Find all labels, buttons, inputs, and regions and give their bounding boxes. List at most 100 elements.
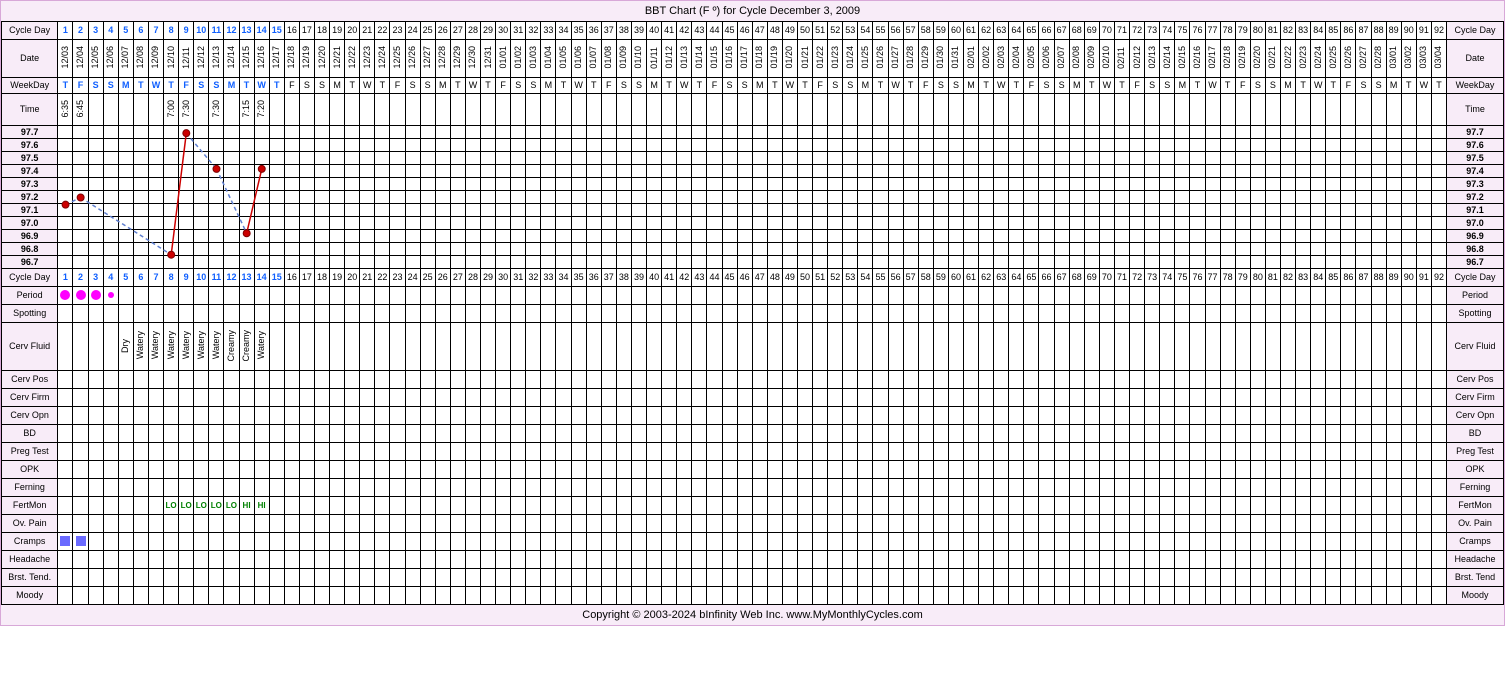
cerv-pos-cell bbox=[1024, 371, 1039, 389]
bd-cell bbox=[858, 425, 873, 443]
temp-97-3-cell bbox=[58, 178, 73, 191]
temp-97-1-cell bbox=[662, 204, 677, 217]
temp-96-7-cell bbox=[797, 256, 812, 269]
temp-97-1-cell bbox=[1114, 204, 1129, 217]
brst-tend-cell bbox=[1024, 569, 1039, 587]
brst-tend-cell bbox=[314, 569, 329, 587]
cerv-opn-cell bbox=[737, 407, 752, 425]
ov-pain-cell bbox=[330, 515, 345, 533]
cerv-firm-cell bbox=[782, 389, 797, 407]
time-cell bbox=[405, 94, 420, 126]
moody-cell bbox=[330, 587, 345, 605]
temp-97-4-cell bbox=[1145, 165, 1160, 178]
cerv-pos-cell bbox=[88, 371, 103, 389]
brst-tend-cell bbox=[118, 569, 133, 587]
cramps-cell bbox=[330, 533, 345, 551]
cycle-day-top-cell: 58 bbox=[918, 22, 933, 40]
date-cell: 01/31 bbox=[948, 40, 963, 78]
temp-97-6-cell bbox=[571, 139, 586, 152]
cerv-fluid-cell bbox=[1371, 323, 1386, 371]
weekday-cell: W bbox=[1099, 78, 1114, 94]
date-cell: 02/19 bbox=[1235, 40, 1250, 78]
temp-97-4-cell bbox=[662, 165, 677, 178]
cycle-day-mid-cell: 34 bbox=[556, 269, 571, 287]
temp-96-9-cell bbox=[133, 230, 148, 243]
temp-97-3-cell bbox=[918, 178, 933, 191]
cerv-fluid-cell bbox=[918, 323, 933, 371]
fertmon-cell bbox=[435, 497, 450, 515]
weekday-cell: T bbox=[797, 78, 812, 94]
temp-97-6-cell bbox=[284, 139, 299, 152]
cerv-firm-cell bbox=[148, 389, 163, 407]
period-cell bbox=[767, 287, 782, 305]
time-cell bbox=[1099, 94, 1114, 126]
bd-cell bbox=[767, 425, 782, 443]
brst-tend-cell bbox=[1431, 569, 1446, 587]
bd-cell bbox=[1386, 425, 1401, 443]
temp-96-9-cell bbox=[737, 230, 752, 243]
temp-96-9-cell bbox=[647, 230, 662, 243]
cerv-opn-cell bbox=[330, 407, 345, 425]
spotting-cell bbox=[586, 305, 601, 323]
temp-97-0-cell bbox=[571, 217, 586, 230]
temp-97-1-cell bbox=[314, 204, 329, 217]
cramps-cell bbox=[103, 533, 118, 551]
time-cell bbox=[194, 94, 209, 126]
temp-97-6-cell bbox=[616, 139, 631, 152]
cramps-cell bbox=[88, 533, 103, 551]
cramps-cell bbox=[179, 533, 194, 551]
temp-96-7-cell bbox=[722, 256, 737, 269]
bd-cell bbox=[888, 425, 903, 443]
temp-97-7-cell bbox=[843, 126, 858, 139]
opk-cell bbox=[526, 461, 541, 479]
moody-cell bbox=[1190, 587, 1205, 605]
fertmon-cell bbox=[752, 497, 767, 515]
date-cell: 02/01 bbox=[964, 40, 979, 78]
weekday-cell: S bbox=[1265, 78, 1280, 94]
temp-97-3-cell bbox=[209, 178, 224, 191]
cerv-firm-cell bbox=[1190, 389, 1205, 407]
ov-pain-cell bbox=[1114, 515, 1129, 533]
ferning-cell bbox=[224, 479, 239, 497]
cycle-day-top-cell: 11 bbox=[209, 22, 224, 40]
cramps-cell bbox=[1265, 533, 1280, 551]
temp-96-7-cell bbox=[148, 256, 163, 269]
bd-cell bbox=[481, 425, 496, 443]
date-cell: 01/20 bbox=[782, 40, 797, 78]
temp-97-1-cell bbox=[1311, 204, 1326, 217]
temp-97-4-cell bbox=[330, 165, 345, 178]
spotting-cell bbox=[526, 305, 541, 323]
temp-97-4-cell bbox=[1416, 165, 1431, 178]
temp-97-6-cell bbox=[1311, 139, 1326, 152]
temp-97-3-cell bbox=[737, 178, 752, 191]
cerv-firm-cell bbox=[918, 389, 933, 407]
fertmon-cell bbox=[556, 497, 571, 515]
cerv-opn-cell bbox=[254, 407, 269, 425]
temp-97-5-cell bbox=[345, 152, 360, 165]
fertmon-cell bbox=[1356, 497, 1371, 515]
cerv-pos-cell bbox=[148, 371, 163, 389]
temp-97-7-cell bbox=[450, 126, 465, 139]
period-cell bbox=[1296, 287, 1311, 305]
cycle-day-mid-cell: 44 bbox=[707, 269, 722, 287]
cerv-firm-cell bbox=[571, 389, 586, 407]
cramps-cell bbox=[254, 533, 269, 551]
ov-pain-cell bbox=[1069, 515, 1084, 533]
opk-cell bbox=[1039, 461, 1054, 479]
opk-cell bbox=[948, 461, 963, 479]
moody-cell bbox=[1371, 587, 1386, 605]
temp-96-8-cell bbox=[164, 243, 179, 256]
temp-97-0-cell bbox=[873, 217, 888, 230]
time-cell bbox=[647, 94, 662, 126]
date-label-left: Date bbox=[2, 40, 58, 78]
temp-97-2-cell bbox=[1220, 191, 1235, 204]
cerv-pos-cell bbox=[209, 371, 224, 389]
temp-97-1-cell bbox=[903, 204, 918, 217]
moody-cell bbox=[858, 587, 873, 605]
temp-97-5-cell bbox=[1250, 152, 1265, 165]
headache-cell bbox=[1145, 551, 1160, 569]
moody-cell bbox=[964, 587, 979, 605]
cerv-firm-cell bbox=[1311, 389, 1326, 407]
temp-97-3-cell bbox=[133, 178, 148, 191]
date-cell: 02/14 bbox=[1160, 40, 1175, 78]
